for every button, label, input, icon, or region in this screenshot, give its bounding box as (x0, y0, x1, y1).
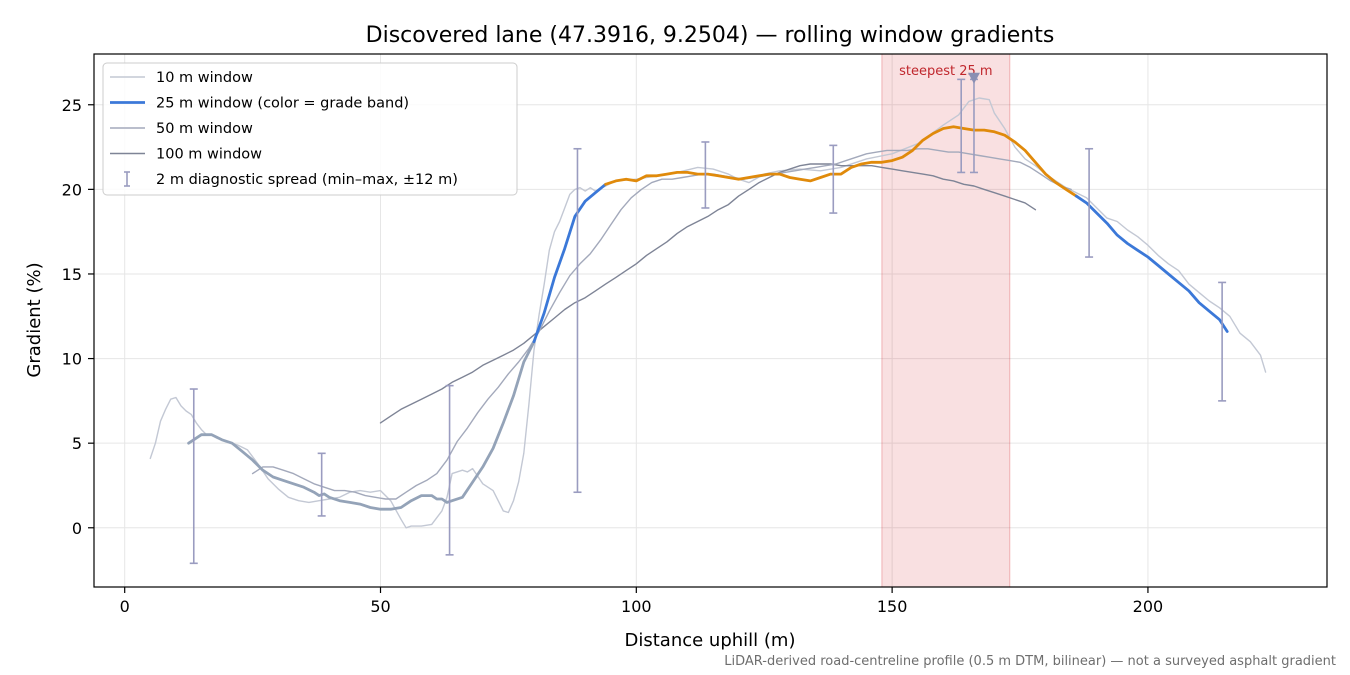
series-3-line (251, 148, 1072, 500)
steepest-band: steepest 25 m (881, 53, 1011, 588)
y-tick-label: 20 (62, 180, 82, 199)
series-1-line (149, 97, 1267, 529)
legend-label-3: 50 m window (156, 121, 253, 137)
x-tick-label: 150 (877, 597, 908, 616)
x-tick-label: 0 (120, 597, 130, 616)
y-tick-label: 25 (62, 96, 82, 115)
steepest-band-label: steepest 25 m (899, 64, 992, 79)
legend-label-2: 25 m window (color = grade band) (156, 96, 409, 112)
plot-frame (93, 53, 1328, 588)
y-tick-label: 10 (62, 350, 82, 369)
y-axis-label: Gradient (%) (24, 262, 45, 377)
x-tick-label: 100 (621, 597, 652, 616)
x-axis-label: Distance uphill (m) (625, 630, 796, 651)
legend-label-1: 10 m window (156, 70, 253, 86)
y-tick-label: 0 (72, 519, 82, 538)
x-tick-label: 200 (1133, 597, 1164, 616)
series-2-line-mid (532, 182, 607, 344)
x-tick-label: 50 (370, 597, 390, 616)
legend-box (102, 62, 518, 196)
y-tick-label: 15 (62, 265, 82, 284)
legend-label-4: 100 m window (156, 147, 262, 163)
series-group (149, 97, 1267, 529)
series-4-line (379, 163, 1037, 424)
series-2-line-high (604, 125, 1078, 198)
y-tick-label: 5 (72, 434, 82, 453)
legend-label-5: 2 m diagnostic spread (min–max, ±12 m) (156, 172, 458, 188)
axes: 0 50 100 150 200 0 5 10 15 20 25 (62, 53, 1328, 616)
steepest-band-rect (881, 53, 1011, 588)
chart-title: Discovered lane (47.3916, 9.2504) — roll… (366, 23, 1055, 48)
legend: 10 m window 25 m window (color = grade ba… (102, 62, 518, 196)
series-2-line-mid (1074, 194, 1229, 333)
steepest-marker (967, 72, 980, 84)
series-2-line-low (187, 340, 536, 511)
error-bar-group (189, 72, 1227, 565)
footnote: LiDAR-derived road-centreline profile (0… (724, 654, 1336, 669)
